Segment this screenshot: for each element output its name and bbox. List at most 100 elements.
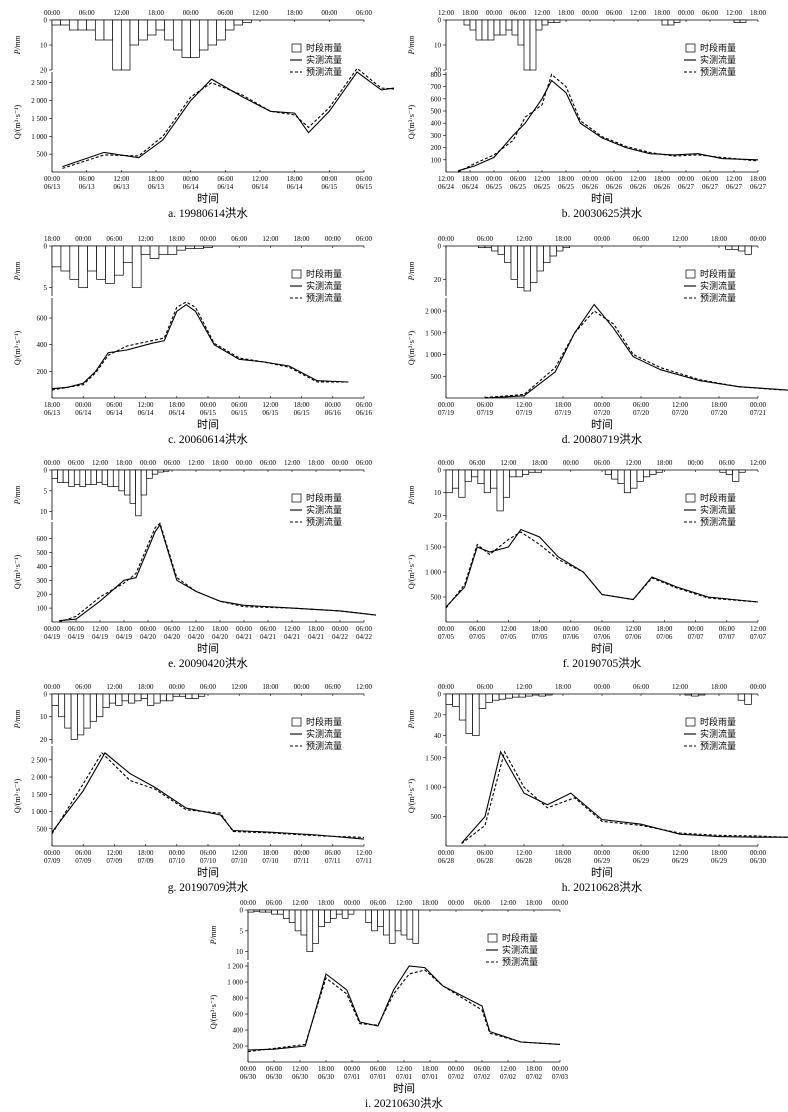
rain-tick-label: 10 <box>434 42 442 50</box>
top-tick-label: 06:00 <box>260 459 276 467</box>
bottom-tick-date: 06/14 <box>169 409 185 417</box>
rain-bar <box>458 693 467 721</box>
rain-bar <box>140 693 148 699</box>
bottom-tick-time: 12:00 <box>726 175 742 183</box>
rain-bar <box>541 19 549 26</box>
legend-rain: 时段雨量 <box>502 932 538 943</box>
rain-bar <box>253 909 261 912</box>
q-axis-label: Q/(m³·s⁻¹) <box>13 778 22 813</box>
q-tick-label: 1 000 <box>227 979 243 987</box>
legend-predicted: 预测流量 <box>306 740 342 751</box>
rain-bar <box>159 693 167 702</box>
top-tick-label: 00:00 <box>438 683 454 691</box>
rain-bar <box>493 19 501 36</box>
top-tick-label: 12:00 <box>750 459 766 467</box>
bottom-tick-date: 06/15 <box>356 183 372 191</box>
rain-bar <box>134 693 142 702</box>
top-tick-label: 06:00 <box>477 235 493 243</box>
bottom-tick-time: 12:00 <box>516 849 532 857</box>
top-tick-label: 12:00 <box>516 683 532 691</box>
q-tick-label: 1 500 <box>31 115 47 123</box>
rain-bar <box>288 909 296 923</box>
rain-bar <box>78 245 89 289</box>
q-axis-label: Q/(m³·s⁻¹) <box>407 554 416 589</box>
bottom-tick-date: 06/26 <box>606 183 622 191</box>
rain-bar <box>62 469 70 483</box>
rain-bar <box>464 469 472 482</box>
rain-bar <box>523 19 531 71</box>
q-tick-label: 200 <box>37 591 48 599</box>
rain-bar <box>475 19 483 41</box>
x-axis-title: 时间 <box>591 192 613 205</box>
rain-tick-label: 10 <box>40 42 48 50</box>
bottom-tick-date: 07/07 <box>719 633 735 641</box>
bottom-tick-date: 07/01 <box>370 1073 386 1081</box>
rain-bar <box>96 693 104 718</box>
legend-rain: 时段雨量 <box>700 492 736 503</box>
bottom-tick-date: 04/20 <box>212 633 228 641</box>
top-tick-label: 06:00 <box>356 235 372 243</box>
rain-bar <box>496 469 504 512</box>
q-tick-label: 2 000 <box>31 774 47 782</box>
q-axis-label: Q/(m³·s⁻¹) <box>407 330 416 365</box>
rain-bar <box>733 19 741 23</box>
top-tick-label: 12:00 <box>113 9 129 17</box>
bottom-tick-time: 06:00 <box>474 1065 490 1073</box>
rain-bar <box>744 245 752 255</box>
rain-bar <box>96 245 106 280</box>
bottom-tick-time: 00:00 <box>200 401 216 409</box>
bottom-tick-date: 06/15 <box>200 409 216 417</box>
rain-bar <box>528 469 536 473</box>
rain-bar <box>719 469 727 473</box>
bottom-tick-date: 06/13 <box>79 183 95 191</box>
bottom-tick-date: 06/15 <box>231 409 247 417</box>
top-tick-label: 18:00 <box>711 235 727 243</box>
rain-bar <box>158 245 169 255</box>
bottom-tick-date: 07/19 <box>516 409 532 417</box>
rain-bar <box>732 469 740 482</box>
top-tick-label: 00:00 <box>486 9 502 17</box>
bottom-tick-time: 18:00 <box>44 401 60 409</box>
bottom-tick-time: 12:00 <box>500 625 516 633</box>
rain-tick-label: 10 <box>40 508 48 516</box>
bottom-tick-date: 07/03 <box>552 1073 568 1081</box>
legend-bar-swatch <box>685 717 696 727</box>
q-tick-label: 600 <box>37 315 48 323</box>
q-tick-label: 800 <box>431 71 442 79</box>
top-tick-label: 06:00 <box>356 9 372 17</box>
bottom-tick-date: 04/21 <box>308 633 324 641</box>
q-tick-label: 400 <box>37 341 48 349</box>
bottom-tick-time: 18:00 <box>656 625 672 633</box>
q-tick-label: 1 500 <box>31 791 47 799</box>
bottom-tick-date: 06/26 <box>582 183 598 191</box>
top-tick-label: 12:00 <box>92 459 108 467</box>
top-tick-label: 06:00 <box>68 459 84 467</box>
q-tick-label: 500 <box>431 594 442 602</box>
rain-bar <box>51 245 62 268</box>
rain-bar <box>157 469 164 473</box>
q-axis-label: Q/(m³·s⁻¹) <box>13 330 22 365</box>
bottom-tick-time: 18:00 <box>555 401 571 409</box>
rain-bar <box>498 693 507 700</box>
rain-bar <box>739 19 747 23</box>
rain-bar <box>512 693 520 698</box>
bottom-tick-date: 04/19 <box>44 633 60 641</box>
legend-rain: 时段雨量 <box>700 42 736 53</box>
top-tick-label: 18:00 <box>169 235 185 243</box>
rain-bar <box>388 909 396 944</box>
rain-bar <box>89 693 97 722</box>
q-tick-label: 200 <box>431 144 442 152</box>
rain-bar <box>216 19 226 41</box>
bottom-tick-time: 18:00 <box>287 175 303 183</box>
rain-bar <box>471 469 479 478</box>
rain-bar <box>465 693 473 734</box>
rain-bar <box>178 693 187 697</box>
top-tick-label: 18:00 <box>532 459 548 467</box>
rain-bar <box>115 693 123 706</box>
panel-caption: d. 20080719洪水 <box>562 432 643 446</box>
rain-bar <box>166 693 174 702</box>
rain-bar <box>530 245 538 284</box>
rain-bar <box>324 909 331 923</box>
bottom-tick-date: 06/26 <box>654 183 670 191</box>
rain-bar <box>547 19 555 23</box>
